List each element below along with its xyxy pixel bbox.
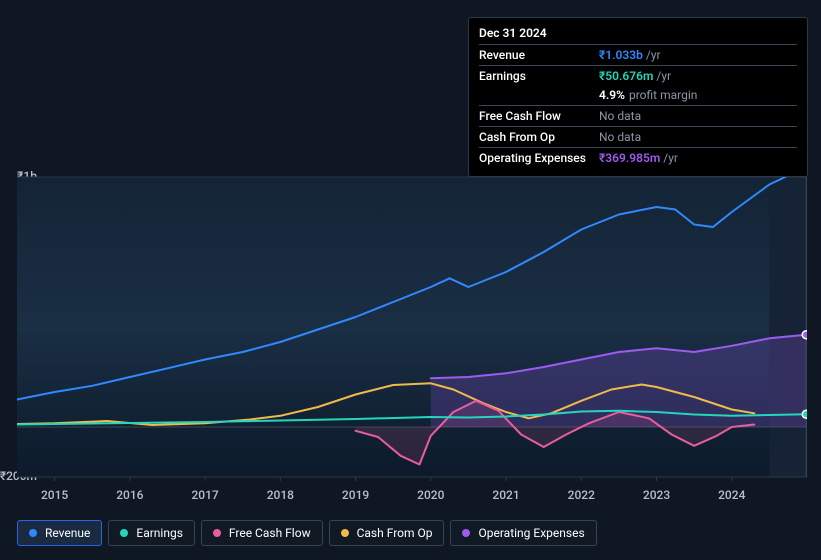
legend-item-revenue[interactable]: Revenue [17, 520, 102, 546]
tooltip-row-label: Revenue [479, 48, 599, 62]
tooltip-row: Free Cash FlowNo data [479, 105, 797, 126]
tooltip-row-label: Earnings [479, 69, 599, 83]
x-tick-label: 2021 [492, 488, 519, 502]
tooltip-row-value: ₹1.033b/yr [599, 48, 797, 62]
legend-dot-icon [120, 529, 128, 537]
legend-item-label: Revenue [45, 526, 90, 540]
tooltip-row: Earnings₹50.676m/yr [479, 65, 797, 86]
tooltip-row: Revenue₹1.033b/yr [479, 44, 797, 65]
legend-item-label: Operating Expenses [478, 526, 584, 540]
tooltip-row: Operating Expenses₹369.985m/yr [479, 147, 797, 168]
legend-item-operating-expenses[interactable]: Operating Expenses [450, 520, 596, 546]
legend-item-free-cash-flow[interactable]: Free Cash Flow [201, 520, 323, 546]
legend-item-cash-from-op[interactable]: Cash From Op [329, 520, 445, 546]
tooltip-rows: Revenue₹1.033b/yrEarnings₹50.676m/yr4.9%… [479, 44, 797, 168]
tooltip-row-value: No data [599, 109, 797, 123]
legend-item-label: Cash From Op [357, 526, 433, 540]
x-tick-label: 2017 [191, 488, 218, 502]
x-tick-label: 2018 [267, 488, 294, 502]
legend-item-earnings[interactable]: Earnings [108, 520, 195, 546]
x-tick-label: 2015 [41, 488, 68, 502]
legend-dot-icon [213, 529, 221, 537]
legend-dot-icon [29, 529, 37, 537]
tooltip-row-label: Free Cash Flow [479, 109, 599, 123]
x-tick-label: 2016 [116, 488, 143, 502]
tooltip-row-value: ₹50.676m/yr [599, 69, 797, 83]
tooltip-row-label: Cash From Op [479, 130, 599, 144]
legend-dot-icon [462, 529, 470, 537]
x-tick-label: 2024 [718, 488, 745, 502]
tooltip-subrow: 4.9%profit margin [479, 86, 797, 105]
legend: Revenue Earnings Free Cash Flow Cash From O… [17, 520, 597, 546]
financials-chart[interactable]: ₹1b ₹0 -₹200m 20152016201720182019202020… [17, 155, 807, 510]
tooltip-panel: Dec 31 2024 Revenue₹1.033b/yrEarnings₹50… [468, 17, 808, 177]
x-tick-label: 2020 [417, 488, 444, 502]
x-tick-label: 2019 [342, 488, 369, 502]
legend-dot-icon [341, 529, 349, 537]
tooltip-row: Cash From OpNo data [479, 126, 797, 147]
legend-item-label: Free Cash Flow [229, 526, 311, 540]
tooltip-date: Dec 31 2024 [479, 26, 797, 44]
tooltip-row-value: ₹369.985m/yr [599, 151, 797, 165]
legend-item-label: Earnings [136, 526, 183, 540]
x-tick-label: 2022 [568, 488, 595, 502]
x-tick-label: 2023 [643, 488, 670, 502]
tooltip-row-label: Operating Expenses [479, 151, 599, 165]
tooltip-row-value: No data [599, 130, 797, 144]
chart-svg [17, 155, 807, 510]
